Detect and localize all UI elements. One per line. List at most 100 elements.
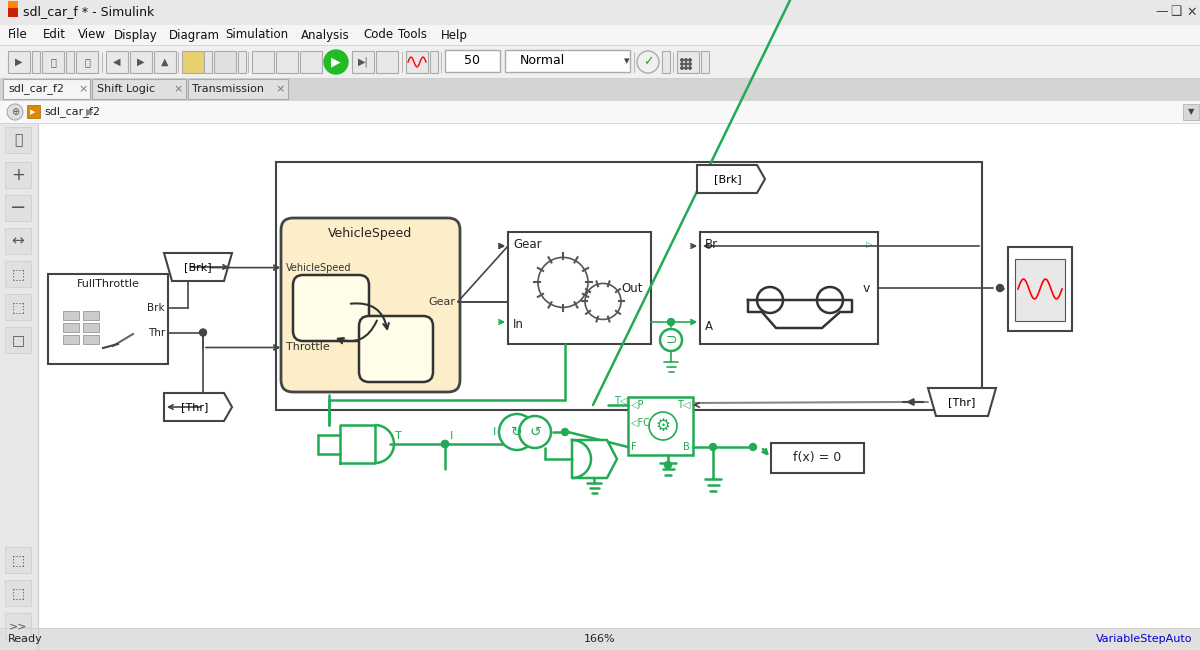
Bar xyxy=(430,51,438,73)
Polygon shape xyxy=(928,388,996,416)
Bar xyxy=(0,0,1200,25)
Text: Help: Help xyxy=(440,29,467,42)
Bar xyxy=(276,162,982,410)
Text: 166%: 166% xyxy=(584,634,616,644)
Text: ×: × xyxy=(174,84,182,94)
Text: +: + xyxy=(11,166,25,184)
Text: File: File xyxy=(8,29,28,42)
Circle shape xyxy=(667,318,674,326)
Bar xyxy=(376,51,398,73)
Text: ✕: ✕ xyxy=(1186,5,1196,18)
Text: Throttle: Throttle xyxy=(286,343,330,352)
Text: I: I xyxy=(450,431,454,441)
Bar xyxy=(8,51,30,73)
Circle shape xyxy=(499,414,535,450)
Text: Brk: Brk xyxy=(148,303,166,313)
Text: 💾: 💾 xyxy=(84,57,90,67)
Circle shape xyxy=(562,428,569,436)
FancyBboxPatch shape xyxy=(359,316,433,382)
Bar xyxy=(252,51,274,73)
Text: ×: × xyxy=(276,84,284,94)
Text: Display: Display xyxy=(114,29,157,42)
Circle shape xyxy=(680,67,683,69)
Text: [Brk]: [Brk] xyxy=(184,262,212,272)
FancyBboxPatch shape xyxy=(293,275,370,341)
Text: Code: Code xyxy=(364,29,394,42)
Text: sdl_car_f2: sdl_car_f2 xyxy=(44,107,100,118)
Bar xyxy=(83,311,98,320)
Circle shape xyxy=(680,58,683,61)
Text: ✓: ✓ xyxy=(643,55,653,68)
Text: ◀: ◀ xyxy=(113,57,121,67)
Bar xyxy=(83,335,98,344)
Circle shape xyxy=(689,67,691,69)
Bar xyxy=(48,274,168,364)
Text: Simulation: Simulation xyxy=(224,29,288,42)
Circle shape xyxy=(660,329,682,351)
Text: ↔: ↔ xyxy=(12,233,24,248)
Text: In: In xyxy=(514,317,524,330)
Bar xyxy=(0,25,1200,45)
Bar xyxy=(38,123,1200,628)
Bar xyxy=(276,51,298,73)
Text: ▶: ▶ xyxy=(331,55,341,68)
Text: ▷: ▷ xyxy=(866,240,872,250)
Circle shape xyxy=(442,441,449,447)
Text: F: F xyxy=(631,442,637,452)
Text: ◁FC: ◁FC xyxy=(631,418,650,428)
Bar xyxy=(700,232,878,344)
Bar xyxy=(130,51,152,73)
Circle shape xyxy=(199,329,206,336)
Text: T◁: T◁ xyxy=(677,400,690,410)
Bar xyxy=(214,51,236,73)
Text: Analysis: Analysis xyxy=(301,29,349,42)
Bar xyxy=(0,78,1200,101)
Bar xyxy=(187,79,288,99)
Text: Out: Out xyxy=(622,281,643,294)
Bar xyxy=(8,7,18,17)
Bar xyxy=(83,323,98,332)
Text: VariableStepAuto: VariableStepAuto xyxy=(1096,634,1192,644)
Bar xyxy=(64,323,79,332)
Polygon shape xyxy=(697,165,766,193)
Text: Thr: Thr xyxy=(148,328,166,337)
Text: VehicleSpeed: VehicleSpeed xyxy=(329,227,413,240)
Bar xyxy=(92,79,186,99)
Text: B: B xyxy=(683,442,690,452)
Circle shape xyxy=(7,104,23,120)
Circle shape xyxy=(685,67,688,69)
Circle shape xyxy=(685,63,688,65)
Bar xyxy=(32,51,40,73)
Text: ▶: ▶ xyxy=(30,109,36,115)
Text: FullThrottle: FullThrottle xyxy=(77,279,139,289)
Text: ▶: ▶ xyxy=(16,57,23,67)
Bar xyxy=(5,195,31,221)
Text: v: v xyxy=(863,281,870,294)
Text: ▲: ▲ xyxy=(161,57,169,67)
Text: f(x) = 0: f(x) = 0 xyxy=(793,452,841,465)
Text: ⬚: ⬚ xyxy=(12,586,24,600)
Text: ↻: ↻ xyxy=(511,425,523,439)
Circle shape xyxy=(709,443,716,450)
Circle shape xyxy=(750,443,756,450)
Bar xyxy=(0,123,38,650)
Text: 📂: 📂 xyxy=(50,57,56,67)
FancyBboxPatch shape xyxy=(281,218,460,392)
Circle shape xyxy=(442,441,449,447)
Circle shape xyxy=(665,462,672,469)
Bar xyxy=(445,50,500,72)
Bar xyxy=(5,294,31,320)
Text: ▶: ▶ xyxy=(137,57,145,67)
Bar xyxy=(662,51,670,73)
Text: I: I xyxy=(493,427,497,437)
Text: ⬚: ⬚ xyxy=(12,267,24,281)
Text: ◁P: ◁P xyxy=(631,400,644,410)
Text: A: A xyxy=(706,320,713,333)
Polygon shape xyxy=(164,253,232,281)
Text: ⚙: ⚙ xyxy=(655,417,671,435)
Polygon shape xyxy=(572,440,617,478)
Bar xyxy=(1008,247,1072,331)
Circle shape xyxy=(685,58,688,61)
Text: sdl_car_f * - Simulink: sdl_car_f * - Simulink xyxy=(23,5,155,18)
Text: Tools: Tools xyxy=(398,29,427,42)
